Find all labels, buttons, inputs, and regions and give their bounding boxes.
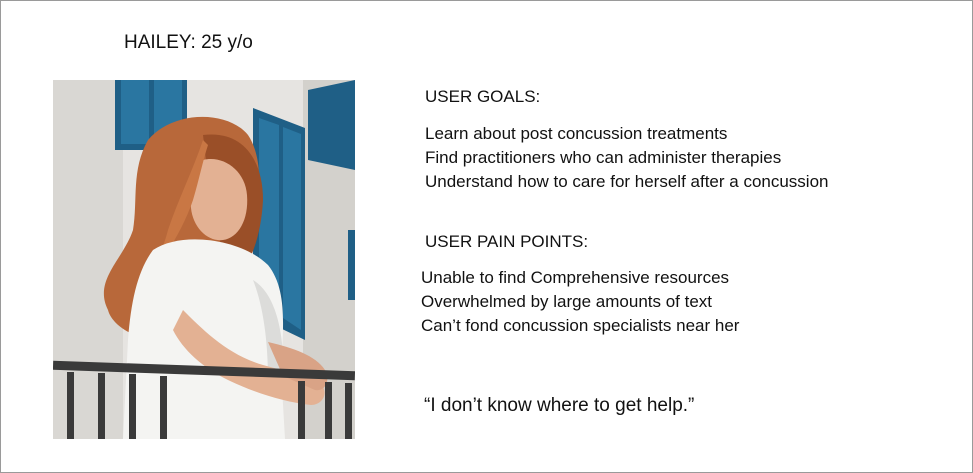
user-goal-item: Find practitioners who can administer th… — [425, 148, 782, 167]
pain-point-item: Overwhelmed by large amounts of text — [421, 292, 713, 311]
user-pain-points-list: Unable to find Comprehensive resources O… — [421, 266, 739, 338]
photo-railing — [53, 360, 355, 439]
persona-quote: “I don’t know where to get help.” — [424, 395, 695, 416]
user-pain-points-heading: USER PAIN POINTS: — [425, 232, 589, 251]
persona-title: HAILEY: 25 y/o — [124, 32, 253, 53]
user-goal-item: Understand how to care for herself after… — [425, 172, 829, 191]
user-goals-heading: USER GOALS: — [425, 87, 541, 106]
pain-point-item: Unable to find Comprehensive resources — [421, 268, 730, 287]
photo-face — [190, 159, 248, 241]
persona-photo-illustration — [53, 80, 355, 439]
pain-point-item: Can’t fond concussion specialists near h… — [421, 316, 740, 335]
user-goals-list: Learn about post concussion treatments F… — [425, 122, 829, 194]
persona-photo — [53, 80, 355, 439]
user-goal-item: Learn about post concussion treatments — [425, 124, 728, 143]
photo-arm — [173, 310, 325, 405]
